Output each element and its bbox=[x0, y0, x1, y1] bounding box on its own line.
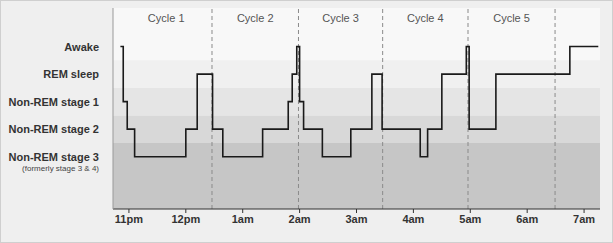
svg-text:REM sleep: REM sleep bbox=[43, 68, 99, 80]
svg-text:Awake: Awake bbox=[64, 41, 99, 53]
svg-text:Cycle 5: Cycle 5 bbox=[493, 12, 530, 24]
svg-text:Cycle 3: Cycle 3 bbox=[322, 12, 359, 24]
svg-text:Cycle 1: Cycle 1 bbox=[148, 12, 185, 24]
svg-text:3am: 3am bbox=[345, 213, 367, 225]
svg-text:Cycle 4: Cycle 4 bbox=[407, 12, 444, 24]
svg-text:Cycle 2: Cycle 2 bbox=[237, 12, 274, 24]
svg-text:1am: 1am bbox=[232, 213, 254, 225]
svg-text:4am: 4am bbox=[402, 213, 424, 225]
svg-text:2am: 2am bbox=[289, 213, 311, 225]
svg-text:12pm: 12pm bbox=[171, 213, 200, 225]
svg-text:7am: 7am bbox=[573, 213, 595, 225]
svg-text:11pm: 11pm bbox=[115, 213, 143, 225]
svg-text:Non-REM stage 1: Non-REM stage 1 bbox=[9, 96, 99, 108]
svg-text:(formerly stage 3 & 4): (formerly stage 3 & 4) bbox=[22, 164, 99, 173]
svg-text:6am: 6am bbox=[516, 213, 538, 225]
svg-text:Non-REM stage 3: Non-REM stage 3 bbox=[9, 151, 99, 163]
svg-text:Non-REM stage 2: Non-REM stage 2 bbox=[9, 123, 99, 135]
svg-text:5am: 5am bbox=[459, 213, 481, 225]
